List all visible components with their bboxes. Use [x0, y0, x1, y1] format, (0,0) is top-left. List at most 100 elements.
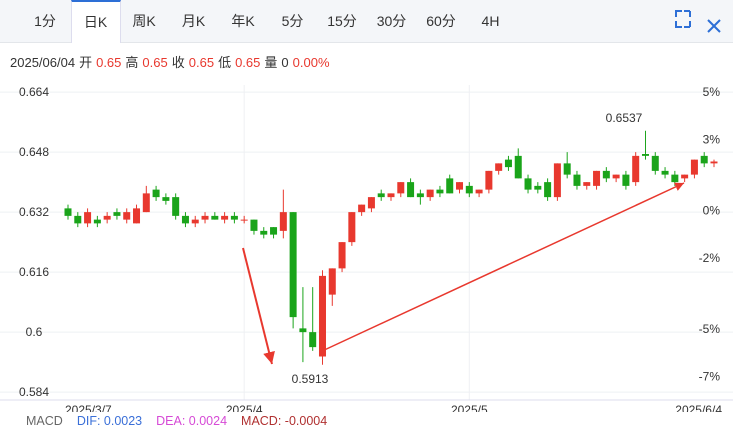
info-label: 量: [264, 55, 278, 70]
candle-body: [397, 182, 405, 194]
candle-body: [534, 185, 542, 190]
y-tick-label: 0.664: [19, 85, 49, 99]
candle-body: [191, 219, 199, 224]
tab[interactable]: 5分: [281, 13, 304, 29]
y-tick-label: 0.616: [19, 265, 49, 279]
candle-body: [544, 182, 552, 198]
candle-body: [632, 155, 640, 183]
info-line: 2025/06/04 开 0.65 高 0.65 收 0.65 低 0.65 量 0 0.00%: [10, 52, 334, 71]
indicator-value: DIF: 0.0023: [76, 414, 143, 428]
y2-tick-label: 0%: [703, 204, 721, 218]
y2-tick-label: -5%: [699, 322, 721, 336]
tab[interactable]: 年K: [231, 13, 255, 29]
tab[interactable]: 周K: [132, 13, 156, 29]
candle-body: [690, 159, 698, 175]
candle-body: [593, 170, 601, 186]
tab-bar: 1分 日K 周K 月K 年K 5分 15分 30分 60分 4H: [0, 0, 733, 43]
candle-body: [64, 208, 72, 216]
candle-body: [416, 193, 424, 198]
candle-body: [201, 215, 209, 220]
info-value: 0.65: [96, 55, 122, 70]
candle-body: [602, 170, 610, 179]
candle-body: [641, 154, 649, 156]
x-tick-label: 2025/4: [226, 403, 263, 412]
candle-body: [103, 215, 111, 220]
x-tick-label: 2025/6/4: [675, 403, 722, 412]
tab[interactable]: 15分: [327, 13, 357, 29]
candle-body: [181, 215, 189, 224]
annotation: 0.5913: [292, 372, 329, 386]
candle-body: [700, 155, 708, 164]
candle-body: [573, 174, 581, 186]
info-label: 开: [79, 55, 93, 70]
candle-body: [553, 163, 561, 198]
candle-body: [162, 197, 170, 201]
annotation: 0.6537: [606, 111, 643, 125]
candle-body: [338, 242, 346, 269]
candle-body: [142, 193, 150, 213]
candle-body: [309, 332, 317, 348]
candle-body: [387, 193, 395, 198]
y2-tick-label: -2%: [699, 251, 721, 265]
candle-body: [348, 212, 356, 243]
indicator-name: MACD: [26, 414, 63, 428]
y-tick-label: 0.648: [19, 145, 49, 159]
candle-body: [475, 189, 483, 194]
indicator-value: DEA: 0.0024: [156, 414, 228, 428]
candle-body: [495, 163, 503, 171]
candle-body: [328, 268, 336, 295]
candle-body: [377, 193, 385, 198]
fullscreen-icon[interactable]: [675, 10, 691, 28]
tab[interactable]: 60分: [426, 13, 456, 29]
info-value: 0.65: [188, 55, 215, 70]
candle-body: [681, 174, 689, 179]
tab[interactable]: 月K: [181, 13, 206, 29]
candle-body: [514, 155, 522, 179]
info-label: 低: [218, 55, 232, 70]
candle-body: [661, 170, 669, 175]
candle-body: [318, 275, 326, 357]
info-label: 收: [171, 55, 185, 70]
candle-body: [279, 212, 287, 231]
tab[interactable]: 4H: [481, 13, 500, 29]
tab[interactable]: 日K: [70, 0, 121, 43]
tab[interactable]: 30分: [376, 13, 407, 29]
info-label: 高: [125, 55, 139, 70]
info-value: 0.65: [235, 55, 261, 70]
close-icon[interactable]: [707, 19, 721, 33]
candle-body: [583, 182, 591, 186]
candle-body: [230, 215, 238, 220]
candle-body: [240, 219, 248, 221]
chart: 0.664 0.648 0.632 0.616 0.6 0.584 5% 3% 0% -2% -5%…: [0, 85, 733, 412]
y-tick-label: 0.584: [19, 385, 49, 399]
y-tick-label: 0.6: [26, 325, 43, 339]
candle-body: [172, 197, 180, 216]
arrow: [242, 247, 275, 365]
candle-body: [270, 227, 278, 235]
info-change: 0.00%: [292, 55, 330, 70]
candle-body: [358, 204, 366, 213]
candle-body: [221, 215, 229, 220]
candle-body: [133, 208, 141, 224]
info-value: 0: [281, 55, 289, 70]
candle-body: [622, 174, 630, 186]
candle-body: [710, 161, 718, 164]
candle-body: [651, 155, 659, 171]
tab[interactable]: 1分: [34, 13, 56, 29]
y2-tick-label: 5%: [703, 85, 721, 99]
indicator-value: MACD: -0.0004: [241, 414, 328, 428]
x-tick-label: 2025/3/7: [65, 403, 112, 412]
candle-body: [93, 219, 101, 224]
candle-body: [456, 182, 464, 190]
candle-body: [289, 212, 297, 318]
candle-body: [211, 215, 219, 220]
candle-body: [504, 159, 512, 168]
candle-body: [260, 230, 268, 235]
candle-body: [299, 328, 307, 333]
y-tick-label: 0.632: [19, 205, 49, 219]
candle-body: [612, 174, 620, 179]
candle-body: [426, 189, 434, 198]
info-date: 2025/06/04: [10, 55, 76, 70]
x-tick-label: 2025/5: [451, 403, 488, 412]
